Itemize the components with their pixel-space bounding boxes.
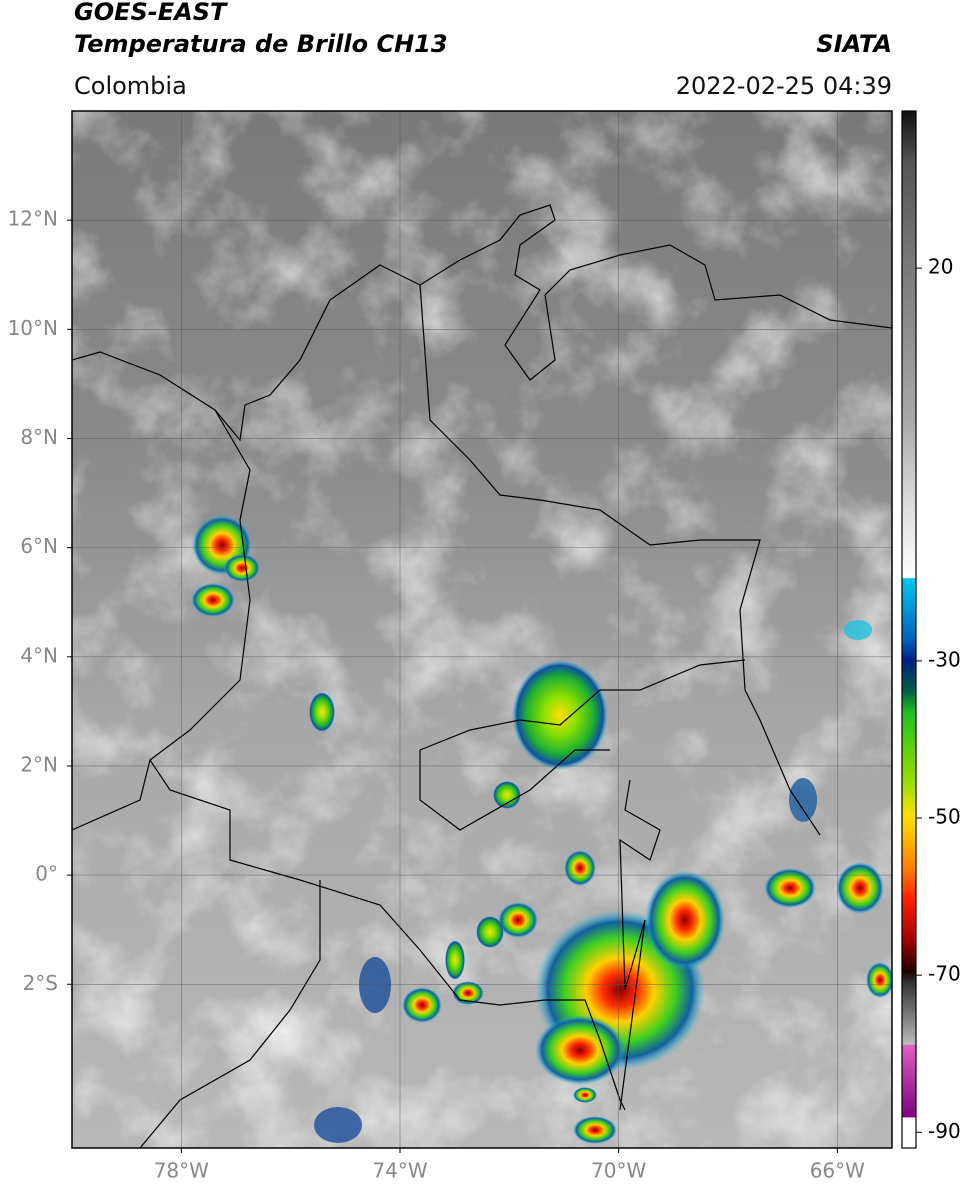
lon-tick-label: 78°W xyxy=(154,1159,209,1183)
lon-tick-label: 74°W xyxy=(372,1159,427,1183)
lat-tick-label: 2°S xyxy=(23,971,58,995)
colorbar-tick-label: -30 xyxy=(928,647,961,671)
datetime: 2022-02-25 04:39 xyxy=(675,72,892,100)
borders xyxy=(72,204,892,1148)
lat-tick-label: 6°N xyxy=(20,534,58,558)
gridlines xyxy=(72,111,892,1148)
lat-tick-label: 2°N xyxy=(20,752,58,776)
colorbar xyxy=(901,110,917,1149)
colorbar-tick-label: -90 xyxy=(928,1119,961,1143)
colorbar-tick-label: -70 xyxy=(928,962,961,986)
satellite-image xyxy=(72,111,892,1148)
lon-tick-label: 66°W xyxy=(810,1159,865,1183)
colorbar-tick-label: -50 xyxy=(928,805,961,829)
map-frame xyxy=(71,110,893,1149)
lat-tick-label: 12°N xyxy=(8,207,58,231)
region: Colombia xyxy=(74,72,187,100)
lat-tick-label: 8°N xyxy=(20,425,58,449)
lat-tick-label: 0° xyxy=(35,862,58,886)
source: SIATA xyxy=(816,30,892,58)
lon-tick-label: 70°W xyxy=(591,1159,646,1183)
lat-tick-label: 10°N xyxy=(8,316,58,340)
title: GOES-EAST xyxy=(74,0,227,26)
convective-cells xyxy=(191,515,892,1144)
colorbar-tick-label: 20 xyxy=(928,255,953,279)
lat-tick-label: 4°N xyxy=(20,643,58,667)
subtitle: Temperatura de Brillo CH13 xyxy=(74,30,448,58)
